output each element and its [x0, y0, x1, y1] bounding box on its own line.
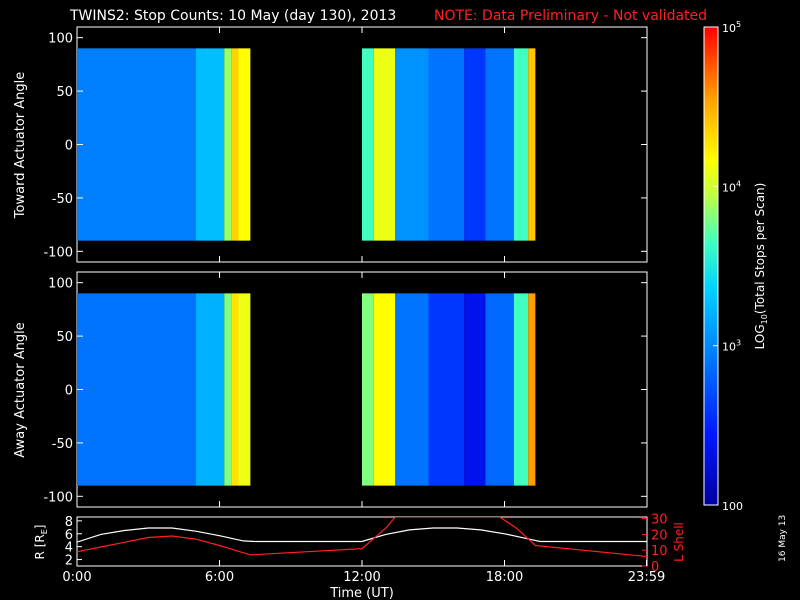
figure-title: TWINS2: Stop Counts: 10 May (day 130), 2… [69, 8, 396, 24]
away-band [485, 293, 514, 486]
toward-ytick-label: -50 [52, 192, 73, 207]
r-tick-label: 2 [65, 554, 73, 569]
toward-ytick-label: 50 [56, 85, 73, 100]
r-tick-label: 6 [65, 528, 73, 543]
colorbar-tick-label: 105 [722, 20, 741, 35]
toward-band [428, 48, 465, 241]
toward-ytick-label: 100 [48, 32, 73, 47]
orbit-lines [77, 517, 647, 558]
r-tick-label: 4 [65, 541, 73, 556]
lshell-tick-label: 0 [651, 560, 659, 575]
away-band [195, 293, 225, 486]
colorbar-gradient [703, 26, 719, 506]
toward-band [224, 48, 232, 241]
toward-y-label: Toward Actuator Angle [13, 72, 28, 219]
away-band [362, 293, 374, 486]
time-tick-label: 23:59 [628, 570, 665, 585]
colorbar: 100 103 104 105 LOG10(Total Stops per Scan) [703, 20, 769, 513]
date-stamp: 16 May 13 [778, 515, 788, 562]
colorbar-ticks: 100 103 104 105 [713, 20, 743, 513]
away-band [77, 293, 196, 486]
lshell-axis-label: L Shell [672, 522, 686, 562]
time-tick-label: 12:00 [343, 570, 380, 585]
r-axis-label-end: ] [33, 525, 47, 530]
lshell-series-line [77, 517, 647, 558]
colorbar-tick-label: 100 [722, 500, 743, 513]
lshell-tick-label: 20 [651, 528, 668, 543]
toward-band [77, 48, 196, 241]
away-ytick-label: -100 [43, 490, 73, 505]
away-ytick-label: 50 [56, 330, 73, 345]
toward-band [395, 48, 429, 241]
toward-band [514, 48, 529, 241]
toward-band [362, 48, 374, 241]
toward-band [528, 48, 536, 241]
away-heatmap [77, 293, 536, 486]
toward-band [464, 48, 486, 241]
colorbar-label-base: LOG [753, 324, 767, 349]
r-series-line [77, 527, 647, 543]
toward-band [485, 48, 514, 241]
r-tick-label: 8 [65, 515, 73, 530]
toward-band [238, 48, 251, 241]
away-y-ticks: -100 -50 0 50 100 [43, 272, 648, 507]
preliminary-note: NOTE: Data Preliminary - Not validated [434, 8, 707, 24]
time-tick-label: 18:00 [486, 570, 523, 585]
time-axis-label: Time (UT) [329, 586, 394, 600]
away-ytick-label: -50 [52, 437, 73, 452]
toward-band [373, 48, 396, 241]
r-axis-label-base: R [R [33, 534, 47, 559]
away-ytick-label: 0 [65, 384, 73, 399]
r-axis-label-sub: E [40, 529, 49, 534]
colorbar-label-rest: (Total Stops per Scan) [753, 183, 767, 314]
time-axis-ticks: 0:00 6:00 12:00 18:00 23:59 [62, 560, 665, 585]
toward-ytick-label: 0 [65, 139, 73, 154]
away-panel: -100 -50 0 50 100 Away Actuator Angle [13, 271, 648, 508]
away-y-label: Away Actuator Angle [13, 322, 28, 457]
colorbar-label-sub: 10 [760, 314, 769, 324]
away-band [231, 293, 239, 486]
colorbar-tick-label: 103 [722, 339, 741, 354]
away-band [528, 293, 536, 486]
away-band [238, 293, 251, 486]
lshell-tick-label: 10 [651, 544, 668, 559]
toward-panel: -100 -50 0 50 100 Toward Actuator Angle [13, 26, 648, 263]
time-tick-label: 6:00 [205, 570, 234, 585]
toward-band [231, 48, 239, 241]
away-band [514, 293, 529, 486]
away-band [464, 293, 486, 486]
away-ytick-label: 100 [48, 277, 73, 292]
lshell-tick-label: 30 [651, 513, 668, 528]
away-band [373, 293, 396, 486]
time-tick-label: 0:00 [62, 570, 91, 585]
toward-ytick-label: -100 [43, 245, 73, 260]
away-band [224, 293, 232, 486]
toward-y-ticks: -100 -50 0 50 100 [43, 27, 648, 262]
away-band [428, 293, 465, 486]
toward-heatmap [77, 48, 536, 241]
toward-band [195, 48, 225, 241]
r-axis-label: R [RE] [33, 525, 49, 560]
colorbar-label: LOG10(Total Stops per Scan) [753, 183, 769, 350]
away-band [395, 293, 429, 486]
colorbar-tick-label: 104 [722, 179, 741, 194]
